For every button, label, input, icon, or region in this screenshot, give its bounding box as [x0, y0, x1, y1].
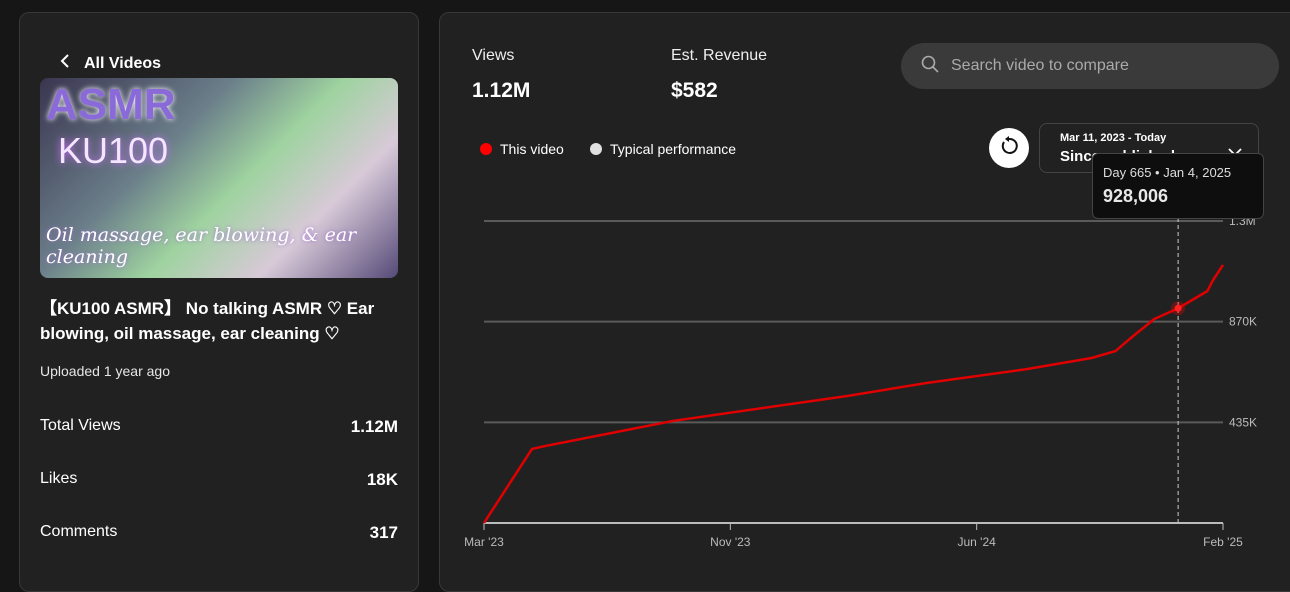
stat-comments: Comments 317	[40, 523, 398, 542]
video-info-panel: All Videos ASMR KU100 Oil massage, ear b…	[19, 12, 419, 592]
video-thumbnail[interactable]: ASMR KU100 Oil massage, ear blowing, & e…	[40, 78, 398, 278]
back-to-all-videos[interactable]: All Videos	[60, 53, 161, 74]
x-tick-label: Jun '24	[958, 535, 997, 549]
chevron-left-icon	[60, 53, 70, 74]
series-line-this-video	[482, 264, 1225, 524]
compare-search-input[interactable]: Search video to compare	[901, 43, 1279, 89]
y-tick-label: 870K	[1229, 315, 1257, 329]
x-tick-label: Feb '25	[1203, 535, 1243, 549]
stat-total-views: Total Views 1.12M	[40, 417, 398, 436]
metric-revenue: Est. Revenue $582	[671, 47, 768, 102]
legend-this-video[interactable]: This video	[480, 141, 564, 157]
highlight-point	[1174, 304, 1182, 312]
search-icon	[921, 55, 939, 78]
reset-icon	[998, 135, 1020, 162]
thumbnail-text: Oil massage, ear blowing, & ear cleaning	[46, 224, 357, 268]
x-tick-label: Mar '23	[464, 535, 504, 549]
legend-dot	[590, 143, 602, 155]
y-tick-label: 435K	[1229, 415, 1257, 429]
legend-typical-performance[interactable]: Typical performance	[590, 141, 736, 157]
reset-button[interactable]	[989, 128, 1029, 168]
x-tick-label: Nov '23	[710, 535, 751, 549]
performance-panel: Views 1.12M Est. Revenue $582 Search video…	[439, 12, 1290, 592]
metric-views: Views 1.12M	[472, 47, 531, 102]
upload-date: Uploaded 1 year ago	[40, 363, 170, 379]
chart-tooltip: Day 665 • Jan 4, 2025 928,006	[1092, 153, 1264, 219]
thumbnail-text: KU100	[58, 130, 169, 171]
legend-dot	[480, 143, 492, 155]
thumbnail-text: ASMR	[46, 80, 176, 129]
stat-likes: Likes 18K	[40, 470, 398, 489]
video-title: 【KU100 ASMR】 No talking ASMR ♡ Ear blowi…	[40, 299, 375, 343]
